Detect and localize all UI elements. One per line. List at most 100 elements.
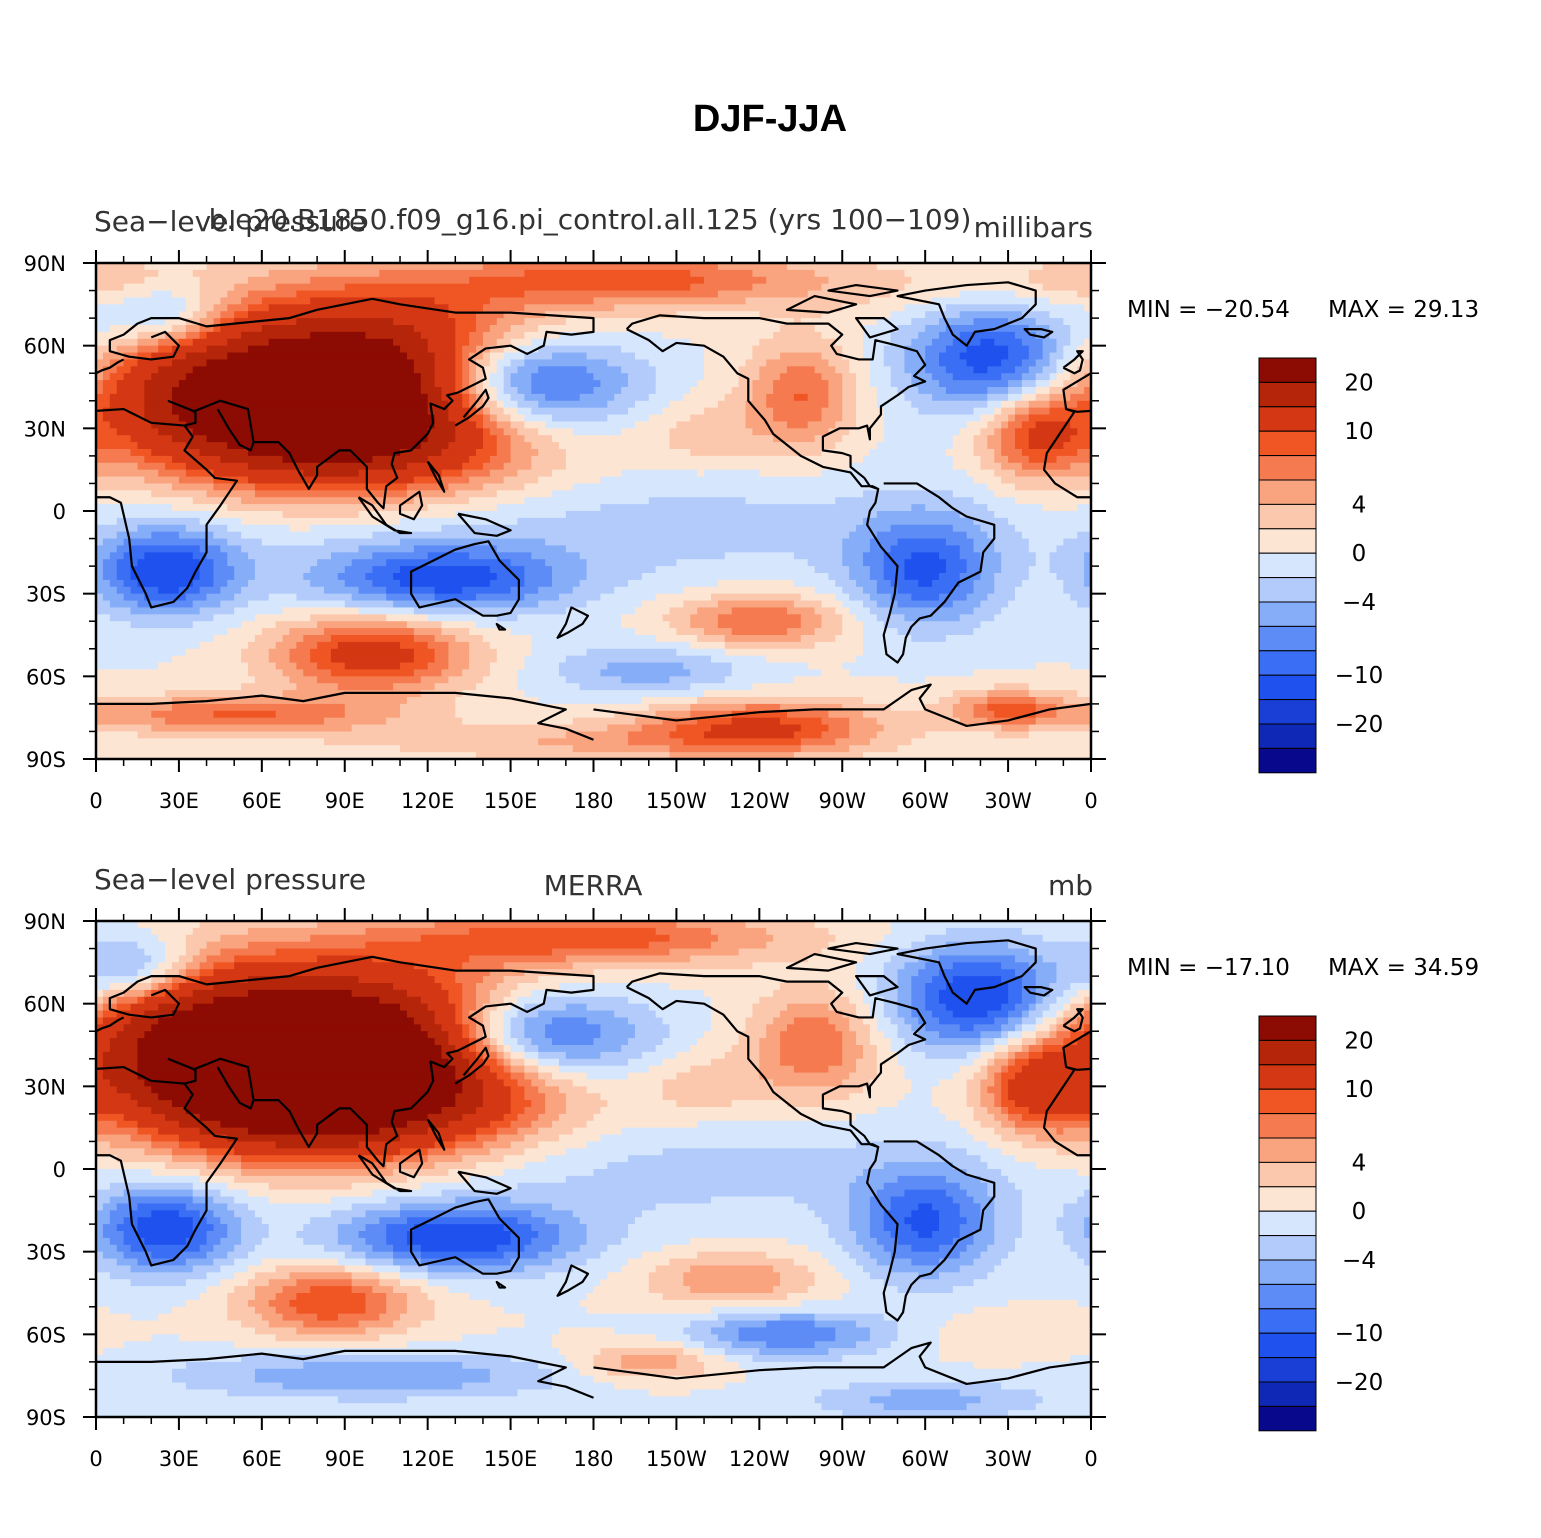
field-cell <box>469 407 477 416</box>
field-cell <box>538 738 629 746</box>
field-cell <box>1035 1031 1051 1039</box>
field-cell <box>96 414 104 423</box>
field-cell <box>413 607 567 615</box>
field-cell <box>987 531 1023 540</box>
field-cell <box>835 934 885 943</box>
field-cell <box>476 359 491 367</box>
field-cell <box>393 1258 422 1267</box>
field-cell <box>144 962 159 970</box>
field-cell <box>634 1024 671 1032</box>
field-cell <box>1049 559 1085 567</box>
field-cell <box>600 1024 636 1032</box>
field-cell <box>330 1210 367 1218</box>
field-cell <box>994 579 1023 588</box>
field-cell <box>634 400 671 409</box>
field-cell <box>710 927 767 936</box>
field-cell <box>593 1169 864 1177</box>
field-cell <box>697 1120 961 1129</box>
field-cell <box>842 662 1037 671</box>
field-cell <box>862 517 975 526</box>
field-cell <box>165 969 180 977</box>
field-cell <box>1008 1079 1091 1087</box>
field-cell <box>828 1017 850 1025</box>
field-cell <box>130 449 152 457</box>
field-cell <box>552 490 864 498</box>
field-cell <box>538 586 574 595</box>
colorbar-box <box>1258 1186 1317 1212</box>
field-cell <box>109 373 125 381</box>
field-cell <box>938 1224 961 1232</box>
field-cell <box>710 655 767 664</box>
field-cell <box>462 962 505 970</box>
field-cell <box>759 373 781 381</box>
field-cell <box>441 1024 463 1032</box>
field-cell <box>704 1348 726 1356</box>
field-cell <box>151 927 194 936</box>
field-cell <box>545 311 678 319</box>
field-cell <box>586 1224 629 1232</box>
field-cell <box>1021 1217 1058 1225</box>
field-cell <box>510 359 525 367</box>
field-cell <box>220 934 311 943</box>
field-cell <box>462 690 526 698</box>
field-cell <box>531 407 629 416</box>
field-cell <box>137 1203 187 1211</box>
field-cell <box>96 738 325 746</box>
field-cell <box>1049 1031 1058 1039</box>
field-cell <box>185 648 242 657</box>
field-cell <box>137 579 194 588</box>
field-cell <box>828 276 912 285</box>
field-cell <box>842 345 864 354</box>
field-cell <box>241 586 325 595</box>
field-cell <box>973 407 995 416</box>
field-cell <box>690 414 747 423</box>
field-cell <box>386 1224 415 1232</box>
field-cell <box>116 559 139 567</box>
field-cell <box>828 983 857 991</box>
field-cell <box>109 579 125 588</box>
field-cell <box>158 934 187 943</box>
field-cell <box>400 710 456 719</box>
field-cell <box>524 1024 546 1032</box>
field-cell <box>261 1237 304 1246</box>
field-cell <box>448 641 470 650</box>
field-cell <box>96 524 139 533</box>
field-cell <box>641 600 684 609</box>
field-cell <box>185 297 201 305</box>
field-cell <box>531 442 560 450</box>
field-cell <box>849 1182 885 1191</box>
field-cell <box>206 1217 221 1225</box>
field-cell <box>925 703 954 712</box>
field-cell <box>96 504 173 512</box>
field-cell <box>828 1003 857 1012</box>
field-cell <box>1008 941 1091 950</box>
field-cell <box>773 934 836 943</box>
field-cell <box>434 683 477 691</box>
field-cell <box>918 407 975 416</box>
field-cell <box>856 414 885 423</box>
field-cell <box>911 1003 926 1012</box>
field-cell <box>780 1038 843 1046</box>
field-cell <box>538 1010 615 1019</box>
field-cell <box>96 1389 228 1397</box>
colorbar-box <box>1258 381 1317 408</box>
field-cell <box>1021 1065 1091 1074</box>
field-cell <box>469 380 477 388</box>
field-cell <box>510 989 532 998</box>
field-cell <box>697 717 733 726</box>
field-cell <box>469 359 477 367</box>
field-cell <box>524 1058 539 1067</box>
field-cell <box>869 449 947 457</box>
field-cell <box>469 648 498 657</box>
field-cell <box>835 579 857 588</box>
field-cell <box>213 483 256 491</box>
field-cell <box>358 976 436 984</box>
field-cell <box>1014 1058 1030 1067</box>
field-cell <box>628 996 712 1005</box>
field-cell <box>406 1217 519 1225</box>
field-cell <box>572 1361 595 1370</box>
field-cell <box>952 455 982 464</box>
field-cell <box>178 311 194 319</box>
field-cell <box>517 345 539 354</box>
field-cell <box>856 1320 899 1329</box>
